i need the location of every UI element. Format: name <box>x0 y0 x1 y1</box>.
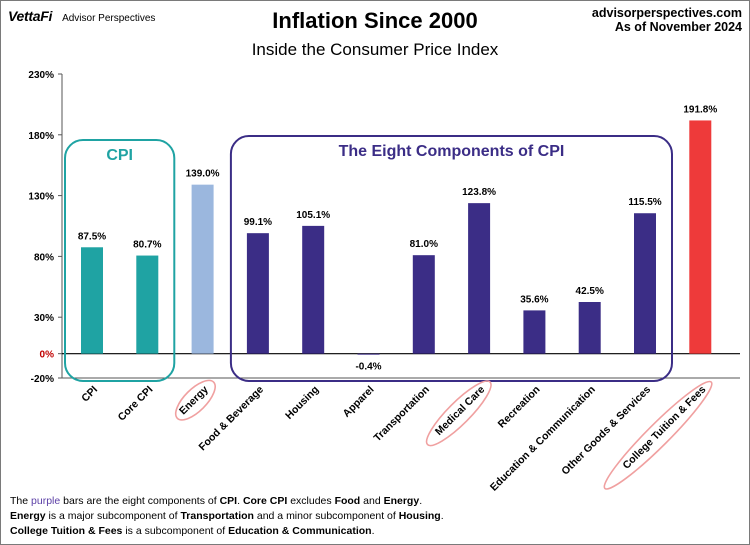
x-tick-label: Education & Communication <box>488 384 598 494</box>
bar <box>81 247 103 354</box>
data-label: 123.8% <box>462 187 496 198</box>
fn-text: excludes <box>287 495 335 507</box>
brand-logo: VettaFi <box>8 8 53 24</box>
data-label: 99.1% <box>244 217 272 228</box>
components-group-box <box>229 135 673 382</box>
y-tick-label: 0% <box>40 350 55 361</box>
data-label: 42.5% <box>576 286 604 297</box>
y-tick-label: -20% <box>31 374 54 385</box>
fn-text: . <box>440 510 444 522</box>
x-tick-label: Transportation <box>371 384 431 444</box>
chart-title: Inflation Since 2000 <box>272 8 478 33</box>
fn-purple: purple <box>31 495 61 507</box>
site-url: advisorperspectives.com <box>591 6 742 20</box>
x-tick-label: Apparel <box>340 384 376 420</box>
brand-subtitle: Advisor Perspectives <box>62 13 156 24</box>
as-of-date: As of November 2024 <box>614 20 742 34</box>
site-info: advisorperspectives.com As of November 2… <box>592 6 742 34</box>
data-label: 191.8% <box>683 104 717 115</box>
fn-text: . <box>237 495 243 507</box>
fn-bold: Energy <box>10 510 46 522</box>
bar <box>302 225 325 354</box>
x-tick-label: Energy <box>177 384 211 418</box>
bar <box>578 302 601 354</box>
y-tick-label: 80% <box>34 252 54 263</box>
fn-text: The <box>10 495 32 507</box>
y-tick-label: 180% <box>28 131 54 142</box>
fn-bold: Energy <box>383 495 420 507</box>
fn-text: . <box>371 525 375 537</box>
x-tick-label: Housing <box>283 384 321 422</box>
highlight-circle <box>603 380 713 490</box>
bar <box>357 353 380 355</box>
fn-text: and <box>360 495 384 507</box>
footnote-line-2: Energy is a major subcomponent of Transp… <box>10 509 740 524</box>
bar <box>191 184 214 354</box>
data-label: 80.7% <box>133 240 161 251</box>
fn-bold: Food <box>334 495 361 507</box>
bar <box>689 120 712 354</box>
fn-bold: College Tuition & Fees <box>10 525 123 537</box>
data-label: 87.5% <box>78 231 106 242</box>
fn-text: is a subcomponent of <box>122 525 229 537</box>
x-tick-label: Core CPI <box>116 384 156 424</box>
footnote-line-1: The purple bars are the eight components… <box>10 494 740 509</box>
y-tick-label: 130% <box>28 192 54 203</box>
bar <box>634 213 656 354</box>
x-tick-label: CPI <box>79 384 100 405</box>
group-label: The Eight Components of CPI <box>339 143 565 160</box>
x-tick-label: Medical Care <box>433 384 487 438</box>
fn-bold: Transportation <box>180 510 254 522</box>
bar <box>412 255 435 354</box>
bar <box>468 203 491 354</box>
cpi-group-box <box>64 139 176 382</box>
fn-text: is a major subcomponent of <box>45 510 181 522</box>
bar <box>246 233 269 354</box>
x-tick-label: Recreation <box>496 384 543 431</box>
brand: VettaFi Advisor Perspectives <box>8 8 155 24</box>
data-label: 139.0% <box>186 169 220 180</box>
fn-text: and a minor subcomponent of <box>253 510 399 522</box>
data-label: 115.5% <box>628 197 661 208</box>
fn-bold: Education & Communication <box>228 525 372 537</box>
bar <box>136 255 159 354</box>
footnote: The purple bars are the eight components… <box>10 494 740 539</box>
fn-bold: Housing <box>398 510 441 522</box>
fn-text: . <box>419 495 423 507</box>
data-label: 81.0% <box>410 239 438 250</box>
footnote-line-3: College Tuition & Fees is a subcomponent… <box>10 524 740 539</box>
y-tick-label: 230% <box>28 70 54 81</box>
x-tick-label: Other Goods & Services <box>559 384 653 478</box>
group-label: CPI <box>106 147 133 164</box>
y-tick-label: 30% <box>34 313 54 324</box>
highlight-circle <box>425 380 492 447</box>
data-label: -0.4% <box>355 362 381 373</box>
fn-text: bars are the eight components of <box>60 495 220 507</box>
bar <box>523 310 546 354</box>
fn-bold: Core CPI <box>242 495 288 507</box>
data-label: 35.6% <box>520 294 548 305</box>
data-label: 105.1% <box>296 210 330 221</box>
highlight-circle <box>174 379 216 421</box>
fn-bold: CPI <box>219 495 238 507</box>
chart-subtitle: Inside the Consumer Price Index <box>251 40 499 59</box>
